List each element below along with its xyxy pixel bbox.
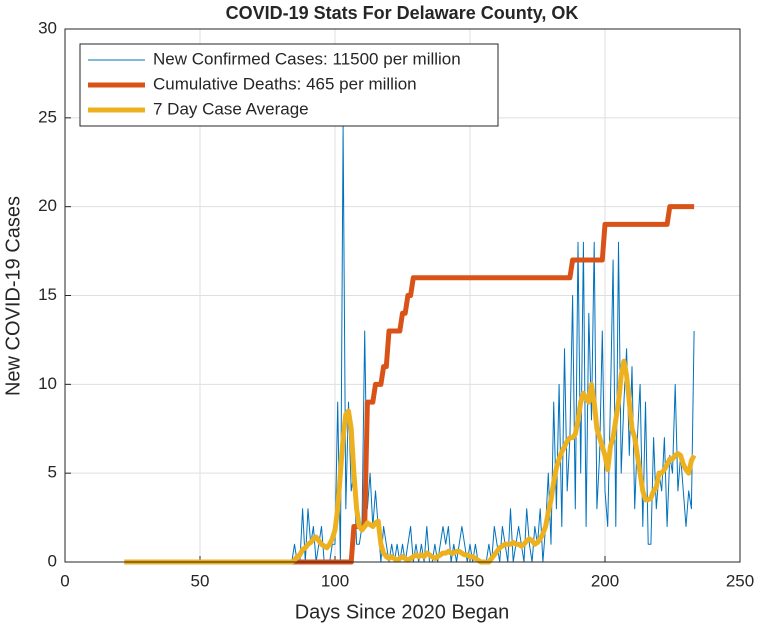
x-tick-label: 0 [60,571,69,590]
chart-title: COVID-19 Stats For Delaware County, OK [226,3,579,23]
y-tick-label: 15 [38,285,57,304]
x-tick-label: 50 [191,571,210,590]
y-tick-label: 30 [38,18,57,37]
y-tick-label: 5 [48,463,57,482]
legend-label: Cumulative Deaths: 465 per million [153,74,417,93]
x-axis-label: Days Since 2020 Began [295,601,510,623]
y-tick-label: 20 [38,196,57,215]
legend-label: New Confirmed Cases: 11500 per million [153,49,461,68]
x-tick-label: 250 [726,571,754,590]
y-axis-label: New COVID-19 Cases [2,196,24,396]
y-tick-label: 10 [38,374,57,393]
legend-box [79,43,499,127]
x-tick-label: 150 [456,571,484,590]
x-tick-label: 200 [591,571,619,590]
axes-box [64,28,741,563]
x-tick-label: 100 [321,571,349,590]
legend: New Confirmed Cases: 11500 per million Cu… [79,43,499,127]
legend-label: 7 Day Case Average [153,99,309,118]
y-tick-label: 25 [38,107,57,126]
y-tick-label: 0 [48,551,57,570]
